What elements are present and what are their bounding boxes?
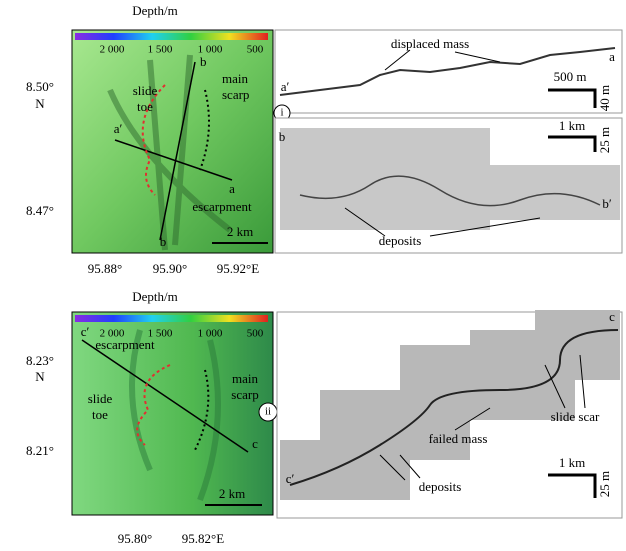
colorbar (75, 33, 268, 40)
colorbar-tick: 2 000 (100, 44, 125, 56)
scale-label: 25 m (597, 127, 612, 153)
profile-label: deposits (419, 479, 462, 494)
colorbar (75, 315, 268, 322)
map-label: b (200, 54, 207, 69)
map-label: main (222, 71, 248, 86)
map-label: b (160, 234, 167, 249)
colorbar-tick: 1 500 (148, 44, 173, 56)
panel-i: Depth/m 2 000 1 500 1 000 500 8.50° N 8.… (26, 3, 622, 276)
depth-title: Depth/m (132, 289, 178, 304)
scale-label: 500 m (554, 69, 587, 84)
lat-label: 8.47° (26, 203, 54, 218)
map-label: c′ (81, 324, 90, 339)
lat-label: 8.23° (26, 353, 54, 368)
colorbar-tick: 500 (247, 328, 264, 340)
map-label: toe (137, 99, 153, 114)
map-label: a (229, 181, 235, 196)
profile-label: c′ (286, 471, 295, 486)
profile-label: a′ (281, 79, 290, 94)
scale-label: 2 km (227, 224, 253, 239)
panel-label: i (280, 107, 283, 119)
map-label: main (232, 371, 258, 386)
profile-label: b′ (602, 196, 612, 211)
profile-label: c (609, 309, 615, 324)
panel-label: ii (265, 406, 271, 418)
lon-label: 95.90° (153, 261, 187, 276)
lat-label: 8.50° (26, 79, 54, 94)
map-label: toe (92, 407, 108, 422)
panel-ii: Depth/m 2 000 1 500 1 000 500 8.23° N 8.… (26, 289, 622, 546)
profile-label: deposits (379, 233, 422, 248)
lon-label: 95.88° (88, 261, 122, 276)
scale-label: 25 m (597, 471, 612, 497)
lat-label: N (35, 96, 45, 111)
map-label: scarp (231, 387, 258, 402)
lon-label: 95.80° (118, 531, 152, 546)
scale-label: 40 m (597, 85, 612, 111)
map-label: a′ (114, 121, 123, 136)
map (72, 30, 273, 253)
profile-label: failed mass (429, 431, 488, 446)
profile-label: displaced mass (391, 36, 469, 51)
depth-title: Depth/m (132, 3, 178, 18)
map-label: escarpment (95, 337, 155, 352)
scale-label: 2 km (219, 486, 245, 501)
figure: Depth/m 2 000 1 500 1 000 500 8.50° N 8.… (0, 0, 626, 551)
map-label: escarpment (192, 199, 252, 214)
lon-label: 95.92°E (217, 261, 259, 276)
lon-label: 95.82°E (182, 531, 224, 546)
lat-label: N (35, 369, 45, 384)
colorbar-tick: 500 (247, 44, 264, 56)
profile-label: b (279, 129, 286, 144)
map-label: slide (133, 83, 158, 98)
scale-label: 1 km (559, 118, 585, 133)
scale-label: 1 km (559, 455, 585, 470)
profile-label: slide scar (551, 409, 600, 424)
lat-label: 8.21° (26, 443, 54, 458)
map-label: c (252, 436, 258, 451)
colorbar-tick: 1 000 (198, 328, 223, 340)
map-label: scarp (222, 87, 249, 102)
map-label: slide (88, 391, 113, 406)
profile-label: a (609, 49, 615, 64)
